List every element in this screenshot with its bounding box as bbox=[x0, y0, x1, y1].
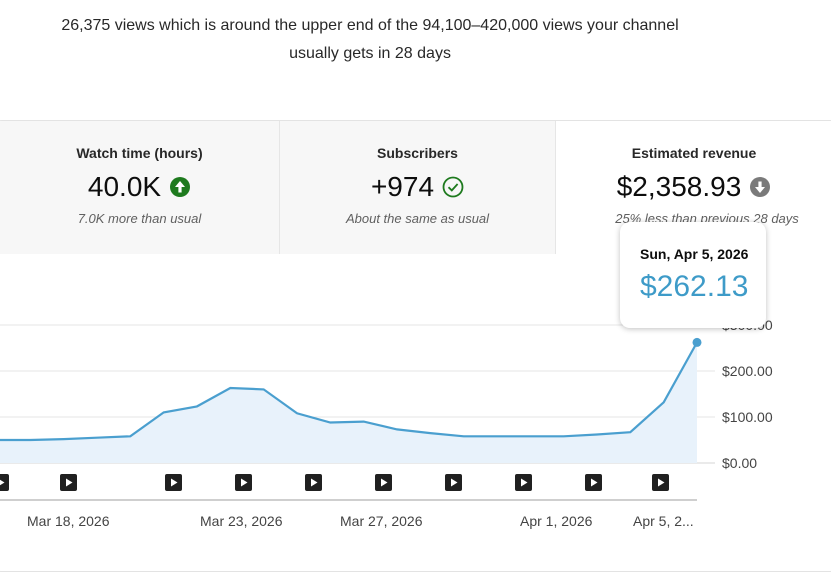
revenue-area bbox=[0, 342, 697, 463]
y-tick-label: $100.00 bbox=[722, 409, 773, 425]
metric-value: $2,358.93 bbox=[616, 171, 742, 202]
video-marker-icon[interactable] bbox=[165, 474, 182, 491]
comparison-summary: 26,375 views which is around the upper e… bbox=[0, 12, 770, 68]
x-tick-label: Mar 23, 2026 bbox=[200, 513, 283, 529]
video-marker-icon[interactable] bbox=[652, 474, 669, 491]
summary-line-1: 26,375 views which is around the upper e… bbox=[61, 17, 679, 34]
metric-value: +974 bbox=[370, 171, 435, 202]
metric-value: 40.0K bbox=[87, 171, 162, 202]
metric-subscribers[interactable]: Subscribers +974 About the same as usual bbox=[280, 121, 556, 254]
x-tick-label: Mar 27, 2026 bbox=[340, 513, 423, 529]
video-marker-icon[interactable] bbox=[515, 474, 532, 491]
video-marker-icon[interactable] bbox=[305, 474, 322, 491]
metric-label: Watch time (hours) bbox=[76, 145, 203, 161]
video-marker-icon[interactable] bbox=[585, 474, 602, 491]
tooltip-value: $262.13 bbox=[640, 270, 749, 303]
hover-point[interactable] bbox=[692, 337, 702, 347]
arrow-up-circle-icon bbox=[170, 177, 191, 197]
metric-note: 7.0K more than usual bbox=[77, 211, 202, 226]
video-marker-icon[interactable] bbox=[375, 474, 392, 491]
x-tick-label: Apr 5, 2... bbox=[633, 513, 694, 529]
metric-watch-time[interactable]: Watch time (hours) 40.0K 7.0K more than … bbox=[0, 121, 280, 254]
revenue-line bbox=[0, 341, 698, 442]
metric-label: Estimated revenue bbox=[631, 145, 757, 161]
metric-note: About the same as usual bbox=[345, 211, 490, 226]
check-circle-icon bbox=[442, 176, 464, 198]
arrow-down-circle-icon bbox=[750, 177, 771, 197]
x-tick-label: Apr 1, 2026 bbox=[520, 513, 593, 529]
metric-label: Subscribers bbox=[377, 145, 458, 161]
video-marker-icon[interactable] bbox=[60, 474, 77, 491]
video-marker-icon[interactable] bbox=[235, 474, 252, 491]
video-marker-icon[interactable] bbox=[0, 474, 9, 491]
chart-tooltip: Sun, Apr 5, 2026 $262.13 bbox=[620, 222, 766, 328]
summary-line-2: usually gets in 28 days bbox=[289, 45, 451, 62]
y-tick-label: $200.00 bbox=[722, 363, 773, 379]
tooltip-date: Sun, Apr 5, 2026 bbox=[640, 246, 749, 262]
video-marker-icon[interactable] bbox=[445, 474, 462, 491]
y-tick-label: $0.00 bbox=[722, 455, 758, 471]
x-tick-label: Mar 18, 2026 bbox=[27, 513, 110, 529]
